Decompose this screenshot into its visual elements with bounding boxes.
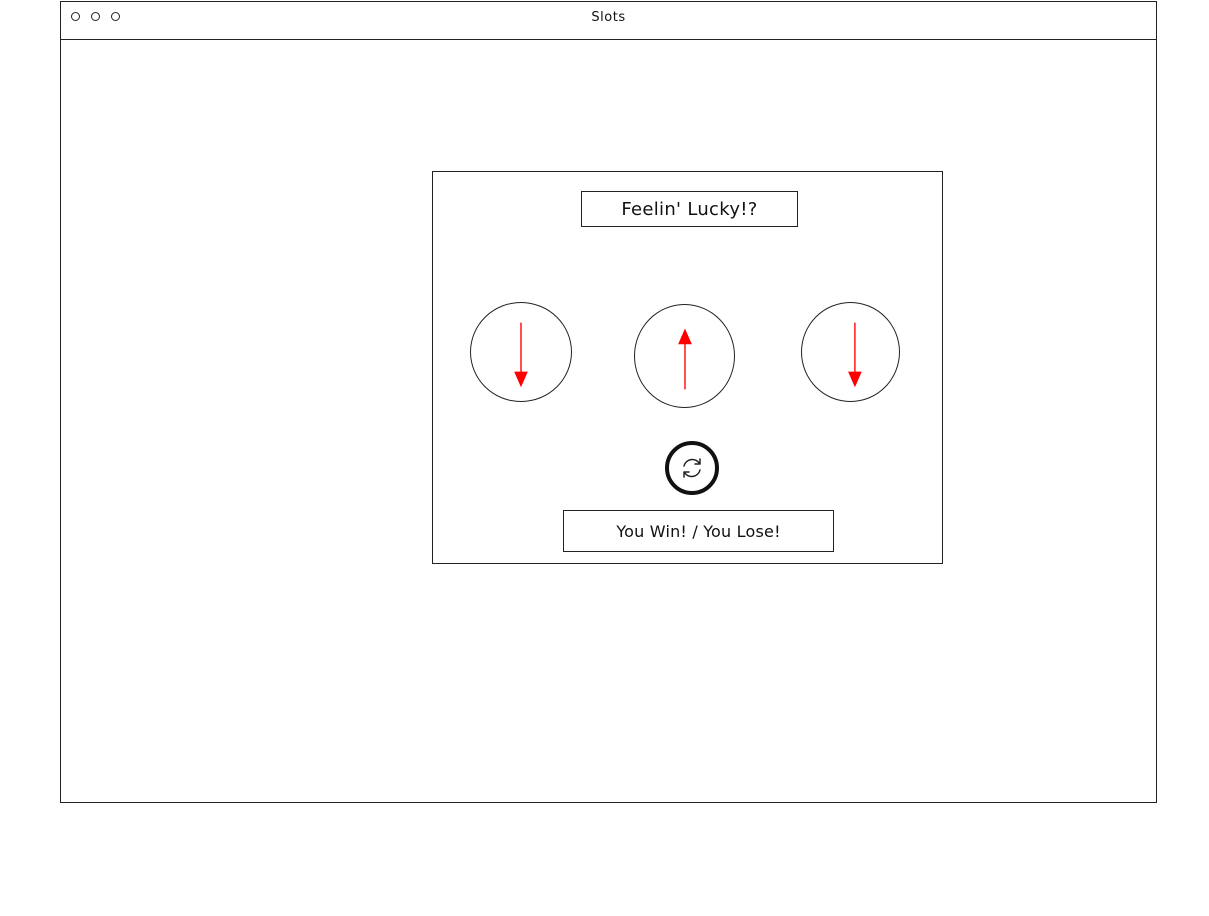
- reel-3: [801, 302, 900, 402]
- arrow-down-icon: [848, 322, 862, 388]
- window-control-circle-icon[interactable]: [91, 12, 100, 21]
- refresh-icon: [683, 458, 701, 478]
- headline-label: Feelin' Lucky!?: [581, 191, 798, 227]
- window-control-circle-icon[interactable]: [111, 12, 120, 21]
- slot-machine-panel: Feelin' Lucky!?: [432, 171, 943, 564]
- window-control-circle-icon[interactable]: [71, 12, 80, 21]
- arrow-down-icon: [514, 322, 528, 388]
- title-bar: Slots: [61, 2, 1156, 40]
- window-title: Slots: [591, 10, 626, 25]
- reel-1: [470, 302, 572, 402]
- browser-window: Slots Feelin' Lucky!?: [60, 1, 1157, 803]
- spin-button[interactable]: [665, 441, 719, 495]
- arrow-up-icon: [678, 328, 692, 390]
- reel-2: [634, 304, 735, 408]
- result-label: You Win! / You Lose!: [563, 510, 834, 552]
